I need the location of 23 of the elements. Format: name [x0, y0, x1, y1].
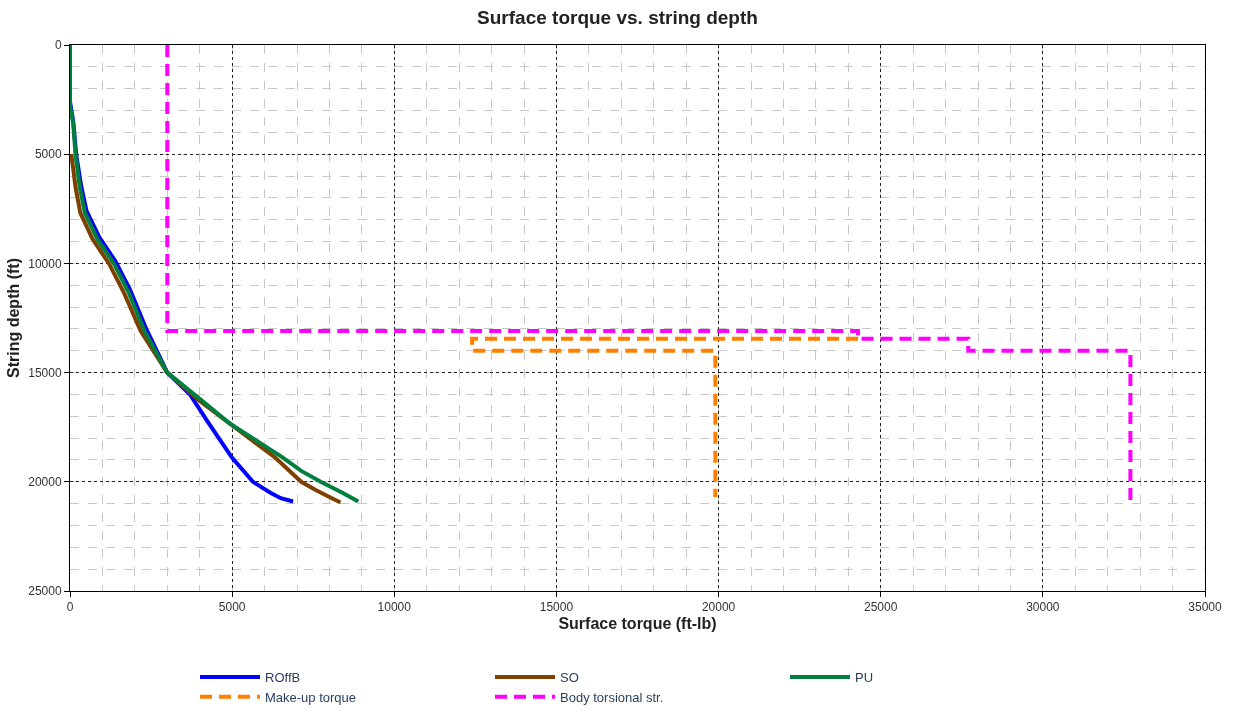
chart-title: Surface torque vs. string depth	[477, 7, 758, 29]
legend-label: ROffB	[265, 670, 301, 685]
y-tick-label: 20000	[28, 475, 62, 489]
x-tick-label: 10000	[377, 600, 412, 615]
y-tick-label: 15000	[28, 365, 62, 380]
y-tick-label: 25000	[28, 584, 62, 599]
x-tick-label: 15000	[539, 600, 574, 615]
x-tick-label: 20000	[701, 600, 736, 615]
legend-label: Body torsional str.	[560, 689, 664, 705]
y-axis-title: String depth (ft)	[5, 258, 23, 378]
x-tick-label: 30000	[1026, 600, 1060, 615]
x-axis-title: Surface torque (ft-lb)	[558, 615, 717, 633]
legend-label: Make-up torque	[265, 689, 357, 705]
line-series	[70, 45, 361, 504]
x-tick-label: 35000	[1188, 600, 1223, 615]
y-tick-label: 5000	[34, 147, 62, 162]
y-tick-label: 0	[54, 38, 62, 53]
x-tick-label: 0	[66, 600, 74, 615]
legend-label: SO	[560, 670, 579, 685]
legend-label: PU	[855, 670, 874, 685]
x-tick-label: 5000	[218, 600, 246, 615]
x-tick-label: 25000	[864, 600, 898, 615]
y-tick-label: 10000	[28, 256, 62, 271]
